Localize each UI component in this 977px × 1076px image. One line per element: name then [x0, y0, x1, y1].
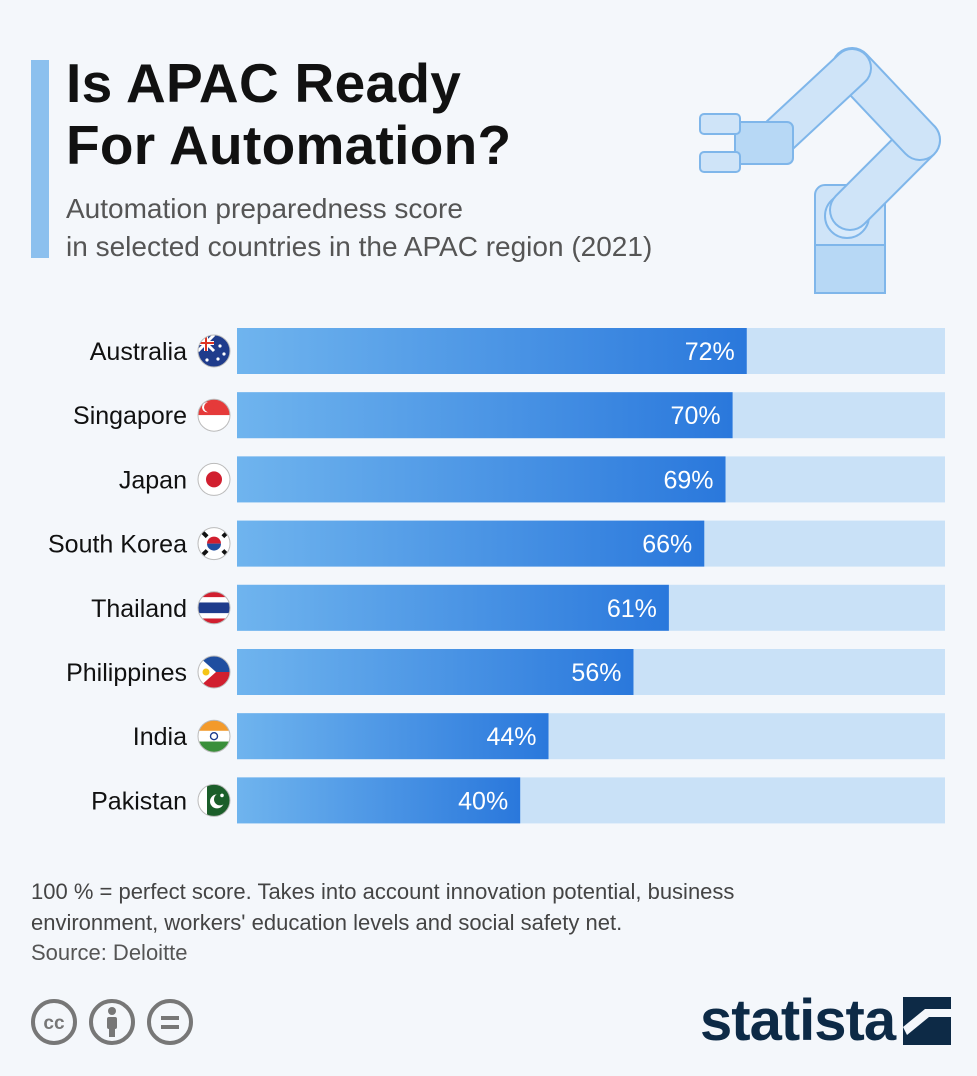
- footnote-line-2: environment, workers' education levels a…: [31, 910, 623, 935]
- value-label-japan: 69%: [663, 466, 713, 494]
- bar-india: [237, 713, 549, 760]
- title-line-1: Is APAC Ready: [66, 52, 462, 114]
- svg-text:cc: cc: [43, 1013, 65, 1034]
- flag-singapore-icon: [198, 399, 230, 432]
- category-label-thailand: Thailand: [91, 595, 187, 623]
- statista-logo-icon: [903, 997, 952, 1045]
- page-title: Is APAC Ready For Automation?: [66, 52, 511, 176]
- category-label-australia: Australia: [90, 338, 187, 366]
- category-label-india: India: [133, 723, 187, 751]
- subtitle-line-2: in selected countries in the APAC region…: [66, 231, 653, 262]
- bar-australia: [237, 328, 747, 374]
- category-label-south-korea: South Korea: [48, 531, 187, 559]
- footnote-line-1: 100 % = perfect score. Takes into accoun…: [31, 879, 735, 904]
- title-accent-bar: [31, 60, 49, 258]
- flag-philippines-icon: [198, 656, 230, 688]
- value-label-australia: 72%: [685, 338, 735, 366]
- value-label-south-korea: 66%: [642, 531, 692, 559]
- no-derivatives-icon[interactable]: [146, 998, 194, 1046]
- bar-japan: [237, 456, 726, 503]
- footnote: 100 % = perfect score. Takes into accoun…: [31, 876, 931, 938]
- subtitle-line-1: Automation preparedness score: [66, 193, 463, 224]
- flag-pakistan-icon: [198, 784, 230, 817]
- brand-name: statista: [700, 988, 896, 1053]
- category-label-pakistan: Pakistan: [91, 787, 187, 815]
- creative-commons-icon[interactable]: cc: [30, 998, 78, 1046]
- bar-thailand: [237, 584, 669, 631]
- license-icons: cc: [30, 998, 194, 1046]
- robot-arm-icon: [699, 47, 941, 294]
- statista-brand[interactable]: statista: [700, 988, 952, 1054]
- category-label-japan: Japan: [119, 466, 187, 494]
- value-label-singapore: 70%: [671, 402, 721, 430]
- bar-chart: 72% Australia 70% Singapore 69% Japan 66% South…: [48, 328, 945, 824]
- bars-group: 72% Australia 70% Singapore 69% Japan 66% South…: [48, 328, 945, 824]
- category-label-singapore: Singapore: [73, 402, 187, 430]
- flag-australia-icon: [198, 335, 230, 367]
- value-label-thailand: 61%: [607, 595, 657, 623]
- flag-south-korea-icon: [198, 527, 230, 560]
- category-label-philippines: Philippines: [66, 659, 187, 687]
- bar-singapore: [237, 392, 733, 439]
- value-label-india: 44%: [486, 723, 536, 751]
- source-text: Source: Deloitte: [31, 940, 188, 965]
- bar-south-korea: [237, 520, 705, 567]
- bar-philippines: [237, 649, 634, 695]
- page-subtitle: Automation preparedness score in selecte…: [66, 190, 652, 266]
- flag-thailand-icon: [198, 591, 230, 624]
- value-label-pakistan: 40%: [458, 787, 508, 815]
- attribution-icon[interactable]: [88, 998, 136, 1046]
- bar-pakistan: [237, 777, 521, 824]
- value-label-philippines: 56%: [571, 659, 621, 687]
- title-line-2: For Automation?: [66, 114, 512, 176]
- flag-japan-icon: [198, 463, 230, 496]
- flag-india-icon: [198, 720, 230, 753]
